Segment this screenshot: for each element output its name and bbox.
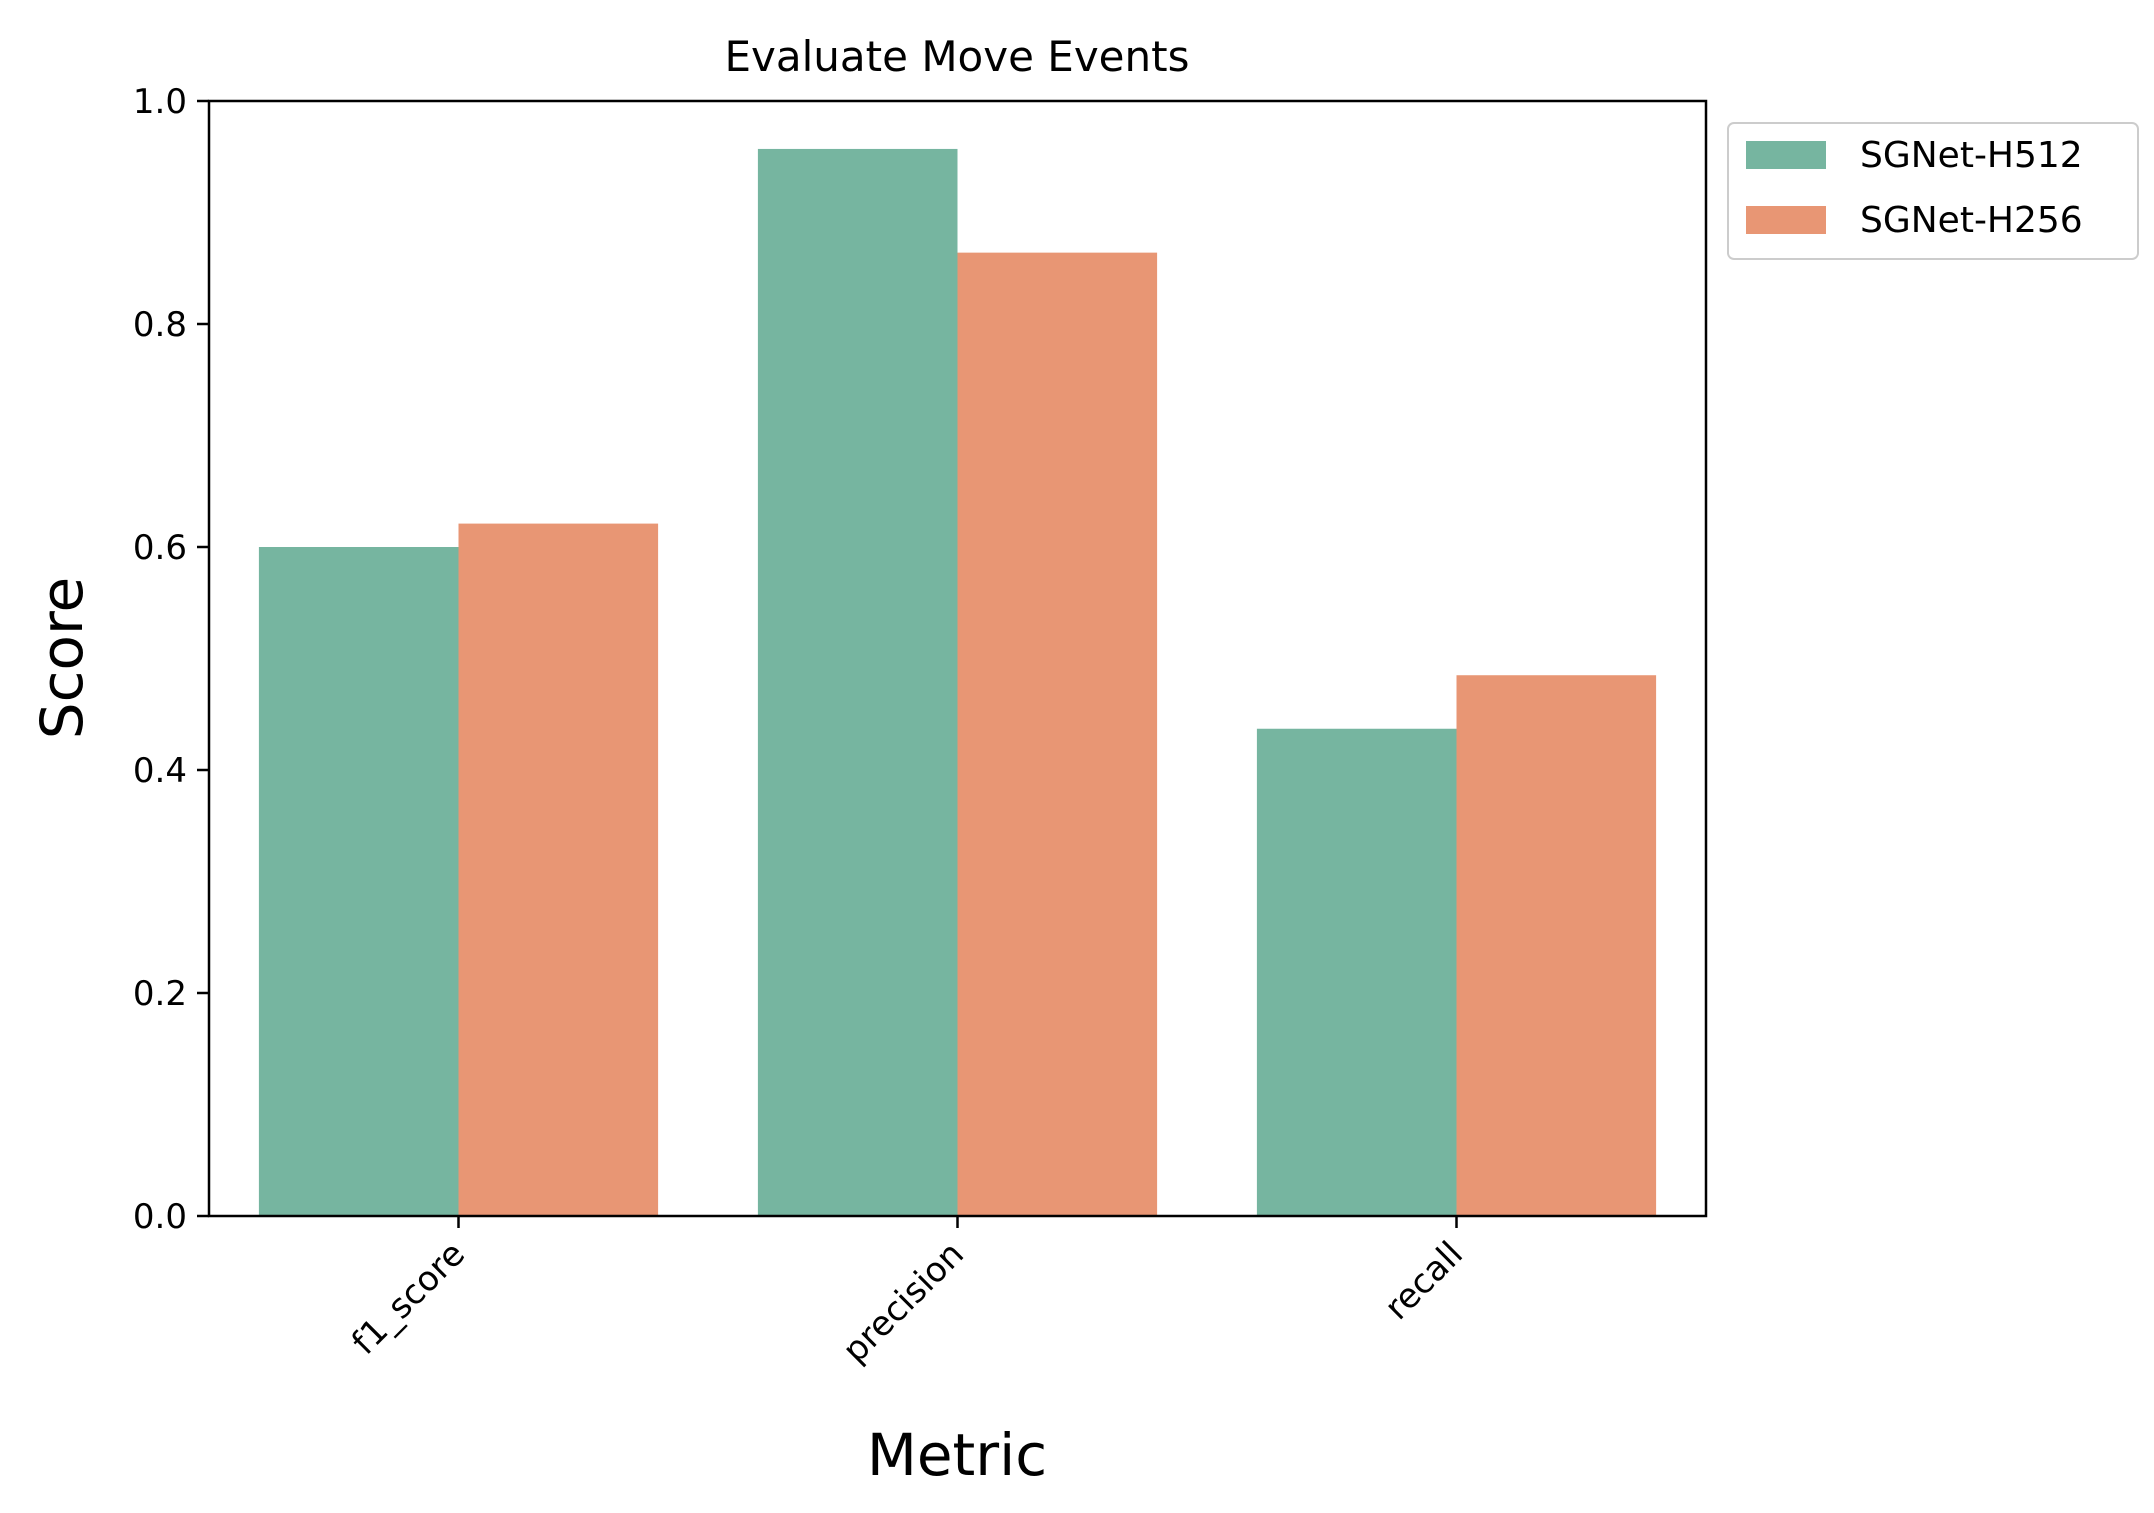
y-tick-label: 0.8: [133, 305, 187, 345]
bars-layer: [258, 148, 1657, 1217]
legend-swatch: [1746, 206, 1826, 234]
y-tick-label: 0.6: [133, 528, 187, 568]
y-tick-label: 0.4: [133, 751, 187, 791]
y-tick-label: 0.2: [133, 974, 187, 1014]
y-tick-label: 0.0: [133, 1197, 187, 1237]
legend-label: SGNet-H512: [1860, 135, 2083, 176]
bar: [757, 148, 958, 1217]
legend: SGNet-H512 SGNet-H256: [1727, 122, 2139, 260]
bar: [1256, 728, 1457, 1216]
legend-label: SGNet-H256: [1860, 200, 2083, 241]
plot-frame: [207, 99, 1708, 1218]
chart-title: Evaluate Move Events: [725, 32, 1190, 81]
legend-swatch: [1746, 141, 1826, 169]
x-tick-label: recall: [1377, 1234, 1471, 1328]
y-tick-label: 1.0: [133, 82, 187, 122]
bar: [258, 547, 459, 1216]
bar: [957, 252, 1158, 1216]
y-axis-label: Score: [28, 577, 96, 739]
bar: [458, 523, 659, 1216]
x-axis-label: Metric: [867, 1421, 1047, 1489]
x-tick-label: f1_score: [344, 1234, 473, 1363]
bar: [1456, 675, 1657, 1216]
x-tick-label: precision: [835, 1234, 972, 1371]
legend-box: [1727, 122, 2139, 260]
